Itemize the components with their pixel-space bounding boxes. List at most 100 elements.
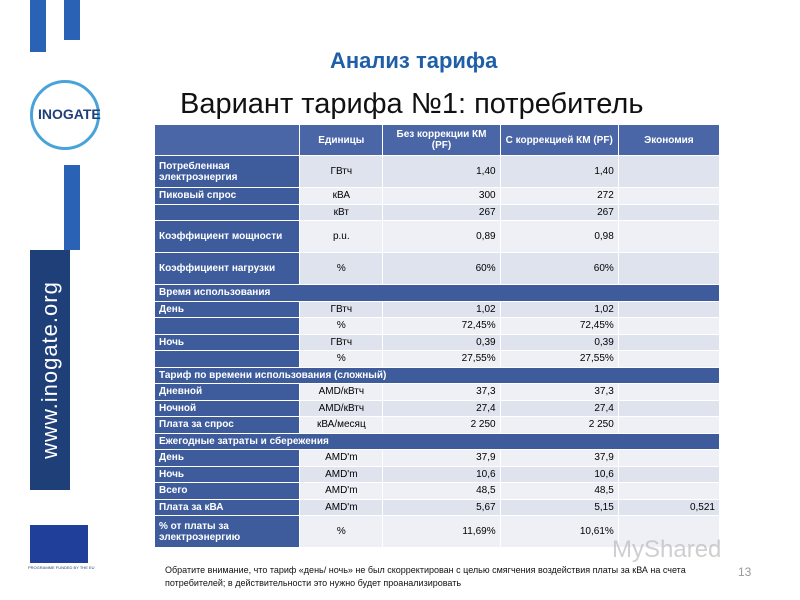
value-cell: 10,6 (383, 466, 500, 482)
value-cell: 60% (500, 253, 618, 284)
footnote: Обратите внимание, что тариф «день/ ночь… (165, 565, 686, 588)
value-cell: 300 (383, 188, 500, 204)
table-row: Ночь AMD'm 10,6 10,6 (155, 466, 719, 482)
row-label: % от платы за электроэнергию (155, 516, 300, 547)
value-cell: 1,40 (500, 156, 618, 187)
value-cell: 1,02 (383, 301, 500, 317)
unit-cell: % (300, 351, 383, 367)
subtitle: Анализ тарифа (330, 48, 498, 73)
value-cell: 72,45% (383, 318, 500, 334)
value-cell: 10,6 (500, 466, 618, 482)
row-label: Ночь (155, 334, 300, 350)
header-cell: Единицы (300, 125, 383, 155)
header-cell: Экономия (618, 125, 719, 155)
unit-cell: p.u. (300, 221, 383, 252)
saving-cell (618, 384, 719, 400)
saving-cell (618, 204, 719, 220)
row-label: Пиковый спрос (155, 188, 300, 204)
saving-cell (618, 466, 719, 482)
row-label (155, 204, 300, 220)
saving-cell (618, 417, 719, 433)
saving-cell (618, 450, 719, 466)
unit-cell: AMD/кВтч (300, 400, 383, 416)
table-row: % от платы за электроэнергию% 11,69% 10,61… (155, 516, 719, 547)
logo-text: INOGATE (38, 106, 101, 122)
row-label: Ночь (155, 466, 300, 482)
stripe (64, 0, 80, 40)
section-cell: Время использования (155, 285, 719, 301)
row-label: Ночной (155, 400, 300, 416)
saving-cell (618, 483, 719, 499)
saving-cell (618, 221, 719, 252)
stripe (64, 165, 80, 250)
unit-cell: ГВтч (300, 301, 383, 317)
value-cell: 27,4 (500, 400, 618, 416)
unit-cell: ГВтч (300, 156, 383, 187)
table-row: День AMD'm 37,9 37,9 (155, 450, 719, 466)
unit-cell: AMD'm (300, 499, 383, 515)
table-row: Ночь ГВтч 0,39 0,39 (155, 334, 719, 350)
row-label: День (155, 450, 300, 466)
table-row: Плата за кВА AMD'm 5,67 5,15 0,521 (155, 499, 719, 515)
unit-cell: AMD/кВтч (300, 384, 383, 400)
value-cell: 72,45% (500, 318, 618, 334)
value-cell: 27,55% (500, 351, 618, 367)
value-cell: 0,89 (383, 221, 500, 252)
table-row: % 72,45% 72,45% (155, 318, 719, 334)
row-label: День (155, 301, 300, 317)
sidebar (30, 250, 70, 490)
value-cell: 2 250 (500, 417, 618, 433)
value-cell: 27,55% (383, 351, 500, 367)
unit-cell: ГВтч (300, 334, 383, 350)
value-cell: 27,4 (383, 400, 500, 416)
value-cell: 0,39 (500, 334, 618, 350)
value-cell: 267 (383, 204, 500, 220)
header-cell (155, 125, 300, 155)
table-row: Всего AMD'm 48,5 48,5 (155, 483, 719, 499)
table-row: Коэффициент нагрузки% 60% 60% (155, 253, 719, 284)
table-row: День ГВтч 1,02 1,02 (155, 301, 719, 317)
unit-cell: кВт (300, 204, 383, 220)
table-row: Плата за спрос кВА/месяц 2 250 2 250 (155, 417, 719, 433)
table-row: Ночной AMD/кВтч 27,4 27,4 (155, 400, 719, 416)
saving-cell (618, 351, 719, 367)
table-row: Тариф по времени использования (сложный) (155, 367, 719, 383)
unit-cell: % (300, 253, 383, 284)
saving-cell (618, 301, 719, 317)
value-cell: 37,9 (383, 450, 500, 466)
row-label (155, 351, 300, 367)
value-cell: 37,9 (500, 450, 618, 466)
saving-cell (618, 516, 719, 547)
saving-cell (618, 253, 719, 284)
table-row: Дневной AMD/кВтч 37,3 37,3 (155, 384, 719, 400)
value-cell: 60% (383, 253, 500, 284)
saving-cell (618, 318, 719, 334)
title: Вариант тарифа №1: потребитель (180, 88, 644, 120)
value-cell: 267 (500, 204, 618, 220)
unit-cell: AMD'm (300, 450, 383, 466)
row-label: Коэффициент нагрузки (155, 253, 300, 284)
value-cell: 0,98 (500, 221, 618, 252)
value-cell: 5,67 (383, 499, 500, 515)
header-cell: С коррекцией КМ (PF) (500, 125, 618, 155)
value-cell: 2 250 (383, 417, 500, 433)
unit-cell: кВА (300, 188, 383, 204)
row-label: Потребленная электроэнергия (155, 156, 300, 187)
value-cell: 48,5 (383, 483, 500, 499)
value-cell: 37,3 (500, 384, 618, 400)
saving-cell (618, 188, 719, 204)
saving-cell (618, 334, 719, 350)
logo-ring (30, 80, 100, 150)
row-label: Всего (155, 483, 300, 499)
table-row: Потребленная электроэнергия ГВтч 1,40 1,40 (155, 156, 719, 187)
header-cell: Без коррекции КМ (PF) (383, 125, 500, 155)
value-cell: 48,5 (500, 483, 618, 499)
eu-caption: PROGRAMME FUNDED BY THE EU (28, 565, 95, 570)
value-cell: 1,40 (383, 156, 500, 187)
tariff-table: Единицы Без коррекции КМ (PF) С коррекцией… (154, 124, 720, 548)
eu-flag (30, 525, 88, 563)
row-label: Дневной (155, 384, 300, 400)
table-row: кВт 267 267 (155, 204, 719, 220)
section-cell: Ежегодные затраты и сбережения (155, 433, 719, 449)
